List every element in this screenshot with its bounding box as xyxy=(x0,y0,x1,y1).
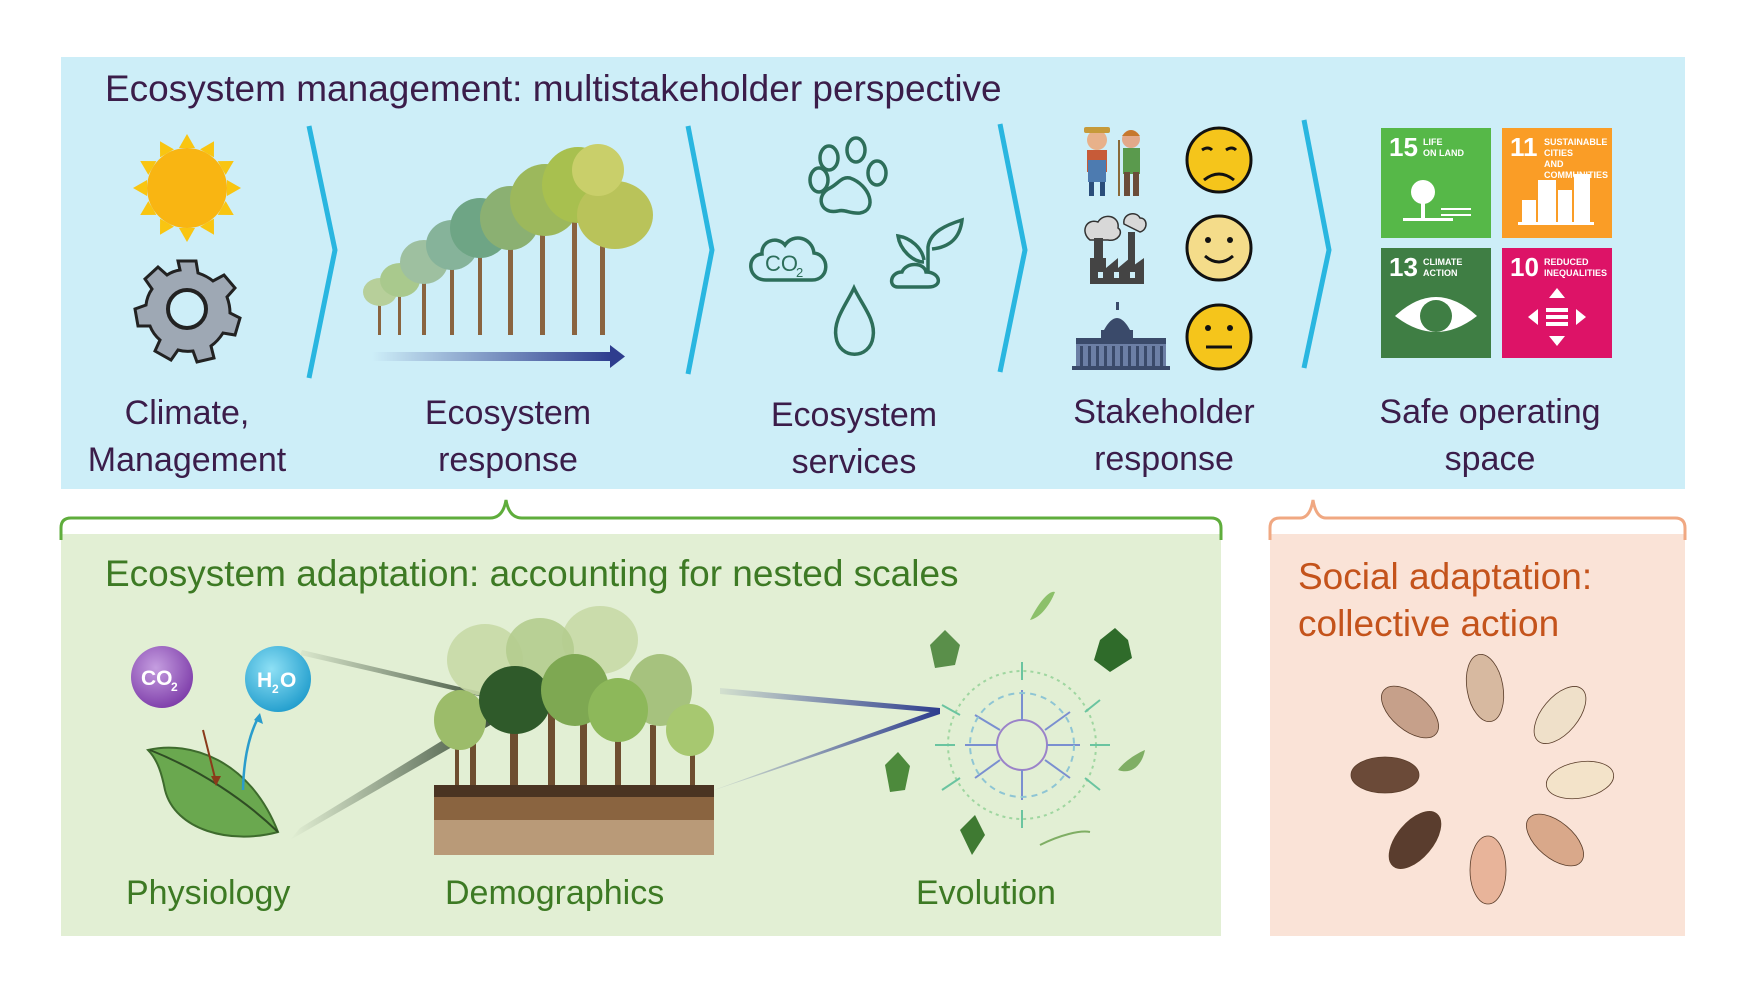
tree-icon xyxy=(1403,180,1471,221)
chevron-1 xyxy=(306,125,338,379)
stage-label-line1: Climate, xyxy=(124,394,250,432)
sdg-10-reduced-inequalities: 10 REDUCED INEQUALITIES xyxy=(1502,248,1612,358)
social-adaptation-title: Social adaptation: collective action xyxy=(1298,553,1592,647)
sprout-icon xyxy=(889,217,965,289)
physiology-label: Physiology xyxy=(126,874,291,912)
sdg-number: 11 xyxy=(1510,132,1538,162)
stage-label-safe-operating-space: Safe operating space xyxy=(1350,389,1630,483)
hands-circle-icon xyxy=(1350,653,1615,905)
zoom-beam-physiology xyxy=(290,650,520,840)
co2-cloud-text: CO xyxy=(765,251,798,276)
stage-label-line1: Safe operating xyxy=(1379,393,1601,431)
gear-icon xyxy=(133,259,242,364)
city-icon xyxy=(1518,174,1594,225)
time-arrow-head xyxy=(610,345,625,368)
sdg-caption: REDUCED INEQUALITIES xyxy=(1544,257,1608,278)
sdg-caption: LIFE ON LAND xyxy=(1423,137,1464,158)
h2o-release-arrow xyxy=(241,717,260,791)
stage-label-stakeholder-response: Stakeholder response xyxy=(1044,389,1284,483)
co2-cloud-icon xyxy=(749,236,828,282)
orange-brace xyxy=(1268,499,1687,540)
stage-label-line2: space xyxy=(1444,440,1536,478)
stage-label-line2: response xyxy=(1094,440,1234,478)
eye-globe-icon xyxy=(1395,297,1477,332)
co2-uptake-arrow xyxy=(202,729,217,783)
co2-bubble-icon xyxy=(131,646,193,708)
stage-label-ecosystem-services: Ecosystem services xyxy=(734,392,974,486)
ecosystem-adaptation-panel xyxy=(61,534,1221,936)
sun-icon xyxy=(133,134,241,242)
phylogeny-tree-icon xyxy=(935,662,1110,828)
water-drop-icon xyxy=(833,283,876,356)
co2-bubble-text: CO xyxy=(141,667,173,690)
sad-face-icon xyxy=(1185,126,1253,194)
stage-label-line1: Stakeholder xyxy=(1073,393,1255,431)
leaf-cluster-icon xyxy=(885,591,1145,855)
sdg-number: 13 xyxy=(1389,252,1418,282)
stage-label-line1: Ecosystem xyxy=(770,396,938,434)
forest-succession-icon xyxy=(363,144,653,335)
forest-stand-icon xyxy=(434,606,714,855)
h2o-bubble-text-h: H xyxy=(257,669,272,692)
chevron-3 xyxy=(997,123,1028,373)
sdg-number: 15 xyxy=(1389,132,1418,162)
evolution-label: Evolution xyxy=(916,874,1056,912)
happy-face-icon xyxy=(1185,214,1253,282)
h2o-bubble-subscript: 2 xyxy=(272,682,279,696)
neutral-face-icon xyxy=(1185,303,1253,371)
time-arrow-shaft xyxy=(372,352,612,361)
chevron-4 xyxy=(1301,119,1332,369)
stage-label-line2: services xyxy=(791,443,917,481)
sdg-15-life-on-land: 15 LIFE ON LAND xyxy=(1381,128,1491,238)
management-title: Ecosystem management: multistakeholder p… xyxy=(105,68,1002,109)
h2o-bubble-text-o: O xyxy=(280,669,296,692)
farmers-icon xyxy=(1084,127,1140,196)
equality-arrows-icon xyxy=(1528,288,1586,346)
demographics-label: Demographics xyxy=(445,874,665,912)
leaf-icon xyxy=(146,746,280,838)
h2o-bubble-icon xyxy=(245,646,311,712)
stage-label-line2: Management xyxy=(87,441,287,479)
chevron-2 xyxy=(685,125,715,375)
sdg-13-climate-action: 13 CLIMATE ACTION xyxy=(1381,248,1491,358)
co2-cloud-subscript: 2 xyxy=(796,265,803,280)
stage-label-ecosystem-response: Ecosystem response xyxy=(388,390,628,484)
stage-label-line1: Ecosystem xyxy=(424,394,592,432)
stage-label-line2: response xyxy=(438,441,578,479)
sdg-caption: CLIMATE ACTION xyxy=(1423,257,1463,278)
sdg-11-sustainable-cities: 11 SUSTAINABLE CITIES AND COMMUNITIES xyxy=(1502,128,1612,238)
factory-icon xyxy=(1084,213,1147,284)
sdg-number: 10 xyxy=(1510,252,1539,282)
stage-label-climate-management: Climate, Management xyxy=(67,390,307,484)
social-adaptation-title-line1: Social adaptation: xyxy=(1298,556,1593,597)
co2-bubble-subscript: 2 xyxy=(171,680,178,694)
capitol-building-icon xyxy=(1072,302,1170,370)
paw-icon xyxy=(808,136,888,215)
social-adaptation-title-line2: collective action xyxy=(1298,603,1560,644)
ecosystem-adaptation-title: Ecosystem adaptation: accounting for nes… xyxy=(105,553,959,594)
green-brace xyxy=(59,499,1223,540)
